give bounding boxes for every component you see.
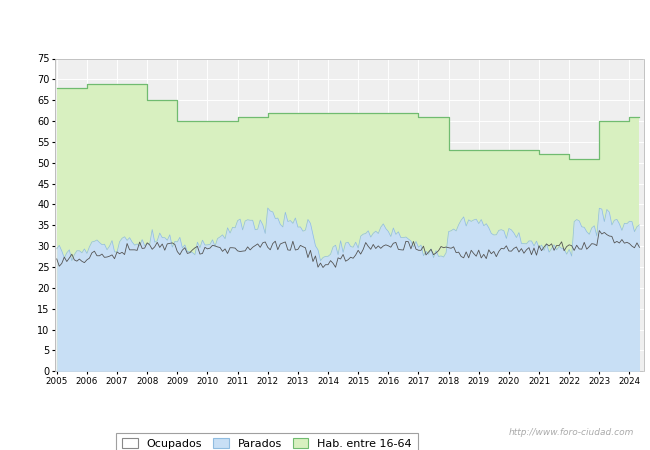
Legend: Ocupados, Parados, Hab. entre 16-64: Ocupados, Parados, Hab. entre 16-64 — [116, 433, 417, 450]
Text: Tordesilos - Evolucion de la poblacion en edad de Trabajar Mayo de 2024: Tordesilos - Evolucion de la poblacion e… — [97, 16, 553, 29]
Text: http://www.foro-ciudad.com: http://www.foro-ciudad.com — [508, 428, 634, 437]
